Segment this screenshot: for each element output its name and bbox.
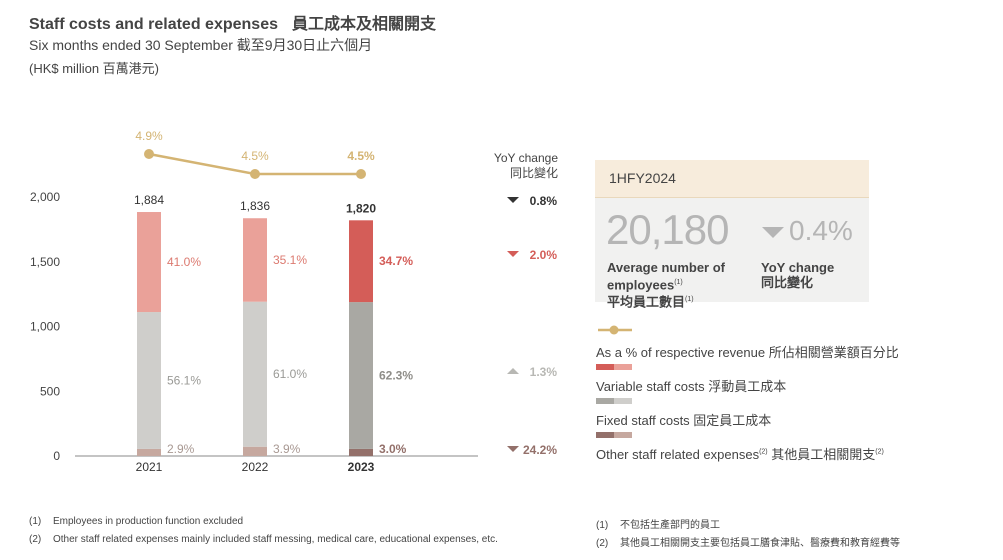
yoy-value: 0.8% — [530, 194, 558, 208]
up-triangle-icon — [507, 368, 519, 374]
legend-other-text: Other staff related expenses — [596, 447, 760, 462]
down-triangle-icon — [507, 197, 519, 203]
bar-segment — [243, 218, 267, 302]
revenue-pct-label: 4.9% — [135, 129, 163, 143]
yoy-label-en: YoY change — [761, 260, 835, 275]
x-tick-label: 2022 — [242, 460, 269, 474]
segment-pct-label: 3.0% — [379, 442, 407, 456]
panel-yoy-value: 0.4% — [789, 215, 853, 246]
legend-revenue-text: As a % of respective revenue 所佔相關營業額百分比 — [596, 345, 899, 360]
legend-other-zh-note: (2) — [875, 448, 884, 456]
down-triangle-icon — [507, 251, 519, 257]
bar-segment — [243, 301, 267, 447]
footnote-en-2-text: Other staff related expenses mainly incl… — [53, 534, 498, 545]
legend-other-swatch — [596, 432, 632, 438]
legend-fixed: Fixed staff costs 固定員工成本 — [596, 398, 772, 429]
employee-count: 20,180 — [606, 206, 729, 253]
x-tick-label: 2021 — [136, 460, 163, 474]
chart-title: Staff costs and related expenses 員工成本及相關開… — [29, 10, 436, 34]
bar-total-label: 1,884 — [134, 193, 164, 207]
legend-variable-text: Variable staff costs 浮動員工成本 — [596, 379, 787, 394]
legend-variable: Variable staff costs 浮動員工成本 — [596, 364, 787, 395]
revenue-pct-point — [144, 149, 154, 159]
revenue-pct-point — [356, 169, 366, 179]
bar-segment — [137, 312, 161, 449]
yoy-value: 1.3% — [530, 365, 558, 379]
footnote-zh-2: (2) 其他員工相關開支主要包括員工膳食津貼、醫療費和教育經費等 — [596, 534, 900, 549]
yoy-title-en: YoY change — [494, 151, 558, 165]
bar-segment — [349, 448, 373, 456]
yoy-label-zh: 同比變化 — [761, 275, 814, 290]
panel-heading: 1HFY2024 — [595, 160, 869, 198]
employee-panel: 1HFY2024 20,180 0.4% Average number of e… — [595, 160, 869, 310]
footnote-en-1-text: Employees in production function exclude… — [53, 516, 244, 527]
down-triangle-icon — [507, 446, 519, 452]
footnote-en-1-num: (1) — [29, 516, 42, 527]
footnote-zh-2-num: (2) — [596, 538, 609, 549]
segment-pct-label: 3.9% — [273, 442, 301, 456]
segment-pct-label: 56.1% — [167, 373, 201, 387]
avg-label-zh-note: (1) — [685, 296, 694, 304]
yoy-label: YoY change 同比變化 — [761, 260, 834, 290]
y-tick-label: 500 — [40, 384, 60, 398]
legend-fixed-text: Fixed staff costs 固定員工成本 — [596, 413, 772, 428]
footnote-en-2: (2) Other staff related expenses mainly i… — [29, 534, 498, 545]
panel-yoy: 0.4% — [762, 215, 853, 247]
revenue-pct-label: 4.5% — [241, 149, 269, 163]
segment-pct-label: 2.9% — [167, 442, 195, 456]
footnote-zh-1: (1) 不包括生產部門的員工 — [596, 516, 720, 531]
footnote-zh-1-num: (1) — [596, 520, 609, 531]
unit-label: (HK$ million 百萬港元) — [29, 61, 160, 76]
down-triangle-icon — [762, 227, 784, 239]
legend-revenue: As a % of respective revenue 所佔相關營業額百分比 — [596, 325, 899, 361]
yoy-value: 24.2% — [523, 443, 557, 457]
footnote-zh-2-text: 其他員工相關開支主要包括員工膳食津貼、醫療費和教育經費等 — [620, 538, 900, 549]
segment-pct-label: 61.0% — [273, 367, 307, 381]
title-en: Staff costs and related expenses — [29, 16, 278, 33]
legend-other: Other staff related expenses(2) 其他員工相關開支… — [596, 432, 884, 463]
avg-label-line1: Average number of — [607, 260, 725, 275]
bar-total-label: 1,820 — [346, 201, 376, 215]
title-zh: 員工成本及相關開支 — [291, 16, 436, 33]
legend-line-marker-icon — [598, 325, 632, 335]
segment-pct-label: 34.7% — [379, 254, 413, 268]
avg-label-note: (1) — [674, 279, 683, 286]
footnote-zh-1-text: 不包括生產部門的員工 — [620, 520, 720, 531]
segment-pct-label: 62.3% — [379, 369, 413, 383]
bar-segment — [137, 212, 161, 313]
bar-segment — [137, 448, 161, 456]
legend-variable-swatch — [596, 364, 632, 370]
bar-total-label: 1,836 — [240, 199, 270, 213]
footnote-en-2-num: (2) — [29, 534, 42, 545]
legend-other-note: (2) — [759, 448, 768, 456]
bar-segment — [349, 220, 373, 303]
segment-pct-label: 41.0% — [167, 255, 201, 269]
avg-label-line2: employees — [607, 277, 675, 293]
yoy-title-zh: 同比變化 — [510, 165, 558, 180]
segment-pct-label: 35.1% — [273, 253, 307, 267]
x-tick-label: 2023 — [348, 460, 375, 474]
revenue-pct-label: 4.5% — [347, 149, 375, 163]
revenue-pct-point — [250, 169, 260, 179]
legend-fixed-swatch — [596, 398, 632, 404]
footnote-en-1: (1) Employees in production function excl… — [29, 516, 243, 527]
panel-body: 20,180 0.4% Average number of employees(… — [595, 198, 869, 310]
y-tick-label: 0 — [53, 449, 60, 463]
y-tick-label: 1,500 — [30, 255, 60, 269]
y-tick-label: 1,000 — [30, 320, 60, 334]
avg-employees-label: Average number of employees(1) 平均員工數目(1) — [607, 260, 725, 310]
avg-label-zh: 平均員工數目 — [607, 294, 686, 310]
yoy-value: 2.0% — [530, 248, 558, 262]
bar-segment — [349, 302, 373, 449]
y-tick-label: 2,000 — [30, 190, 60, 204]
legend-other-zh: 其他員工相關開支 — [771, 447, 876, 462]
bar-segment — [243, 446, 267, 456]
chart-subtitle: Six months ended 30 September 截至9月30日止六個… — [29, 37, 373, 53]
